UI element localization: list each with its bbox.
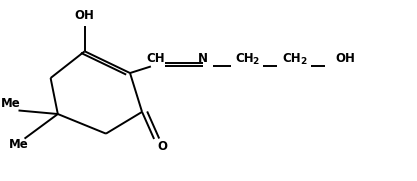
Text: 2: 2 [252,58,258,66]
Text: N: N [198,52,208,65]
Text: 2: 2 [300,58,306,66]
Text: CH: CH [235,52,254,65]
Text: OH: OH [336,52,355,65]
Text: OH: OH [75,9,95,22]
Text: Me: Me [9,138,28,151]
Text: Me: Me [0,97,20,110]
Text: CH: CH [283,52,301,65]
Text: CH: CH [146,52,165,65]
Text: O: O [157,140,167,153]
